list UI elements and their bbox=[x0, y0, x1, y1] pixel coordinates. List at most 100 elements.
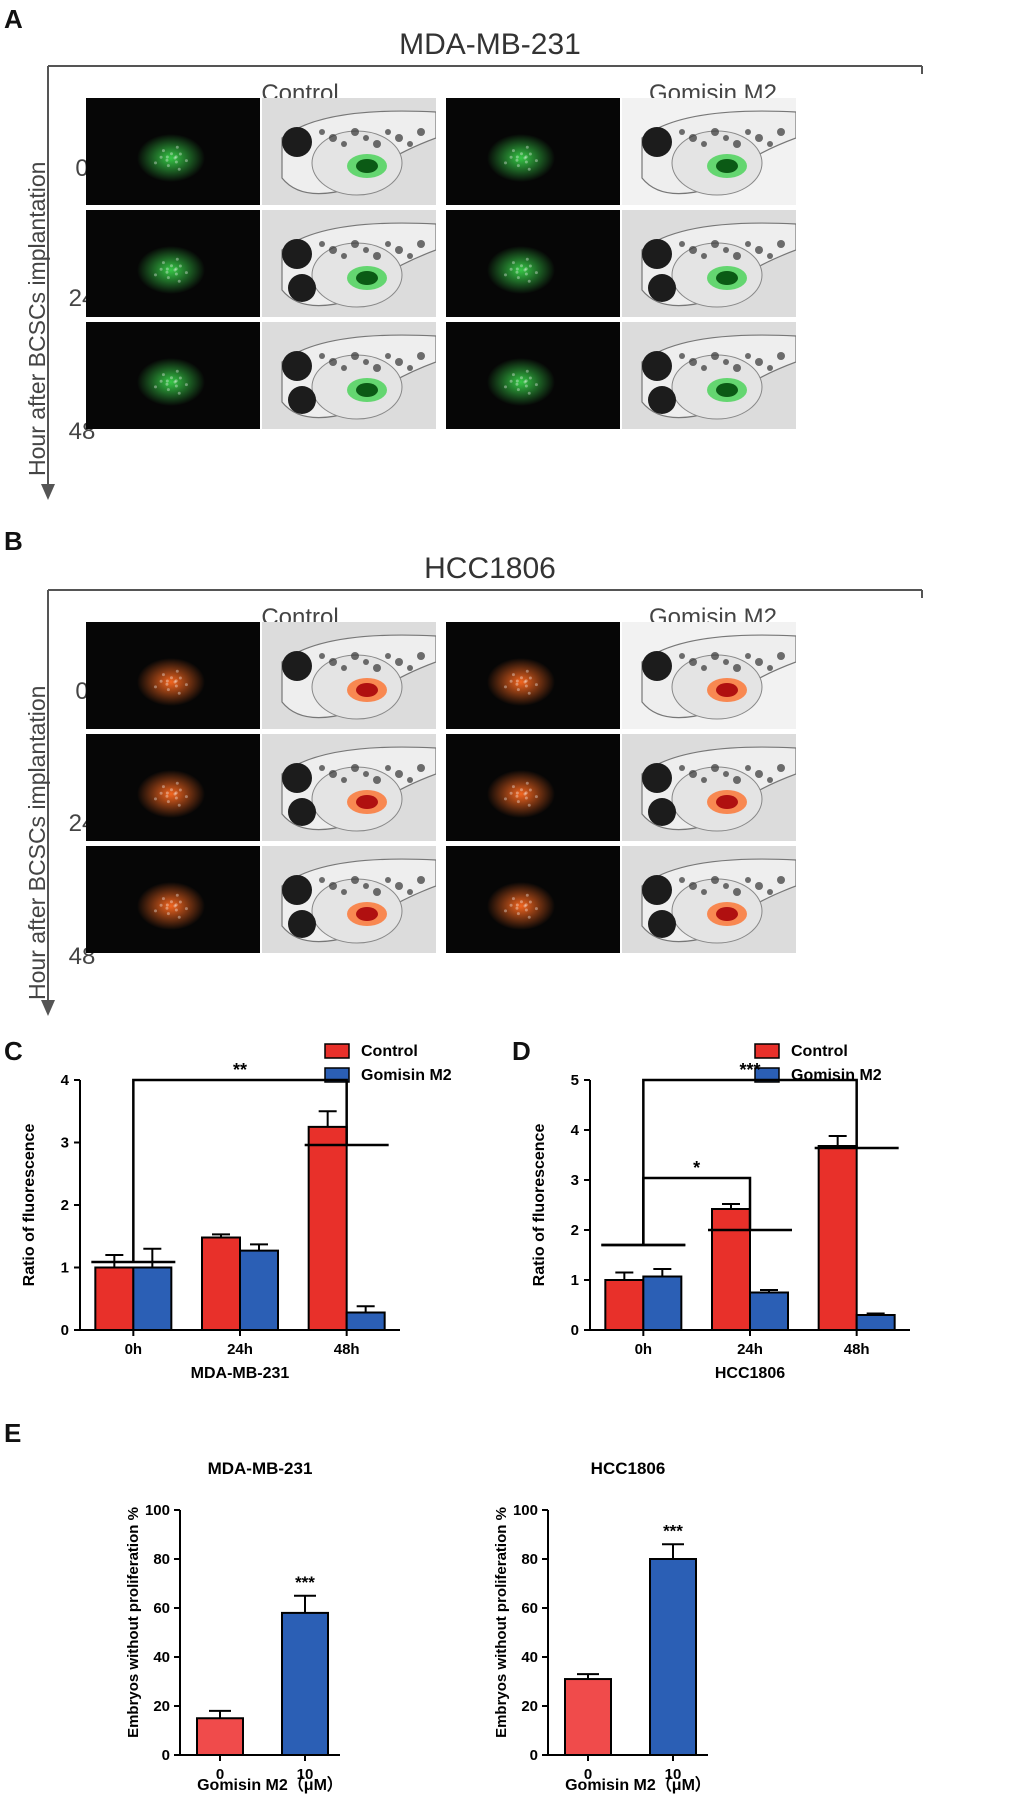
bar-control-0h bbox=[604, 1279, 645, 1331]
bar-control-48h bbox=[307, 1125, 348, 1331]
panel-a-brightfield-image-r2c3 bbox=[622, 322, 796, 429]
chart-d: 0 1 2 3 4 5 Ratio of fluorescence 0h 24h 48h HCC18… bbox=[531, 1043, 910, 1382]
y-tick-label: 1 bbox=[571, 1272, 579, 1289]
bar-control-0h bbox=[94, 1266, 135, 1331]
bar-control-24h bbox=[711, 1208, 751, 1331]
x-tick-label: 48h bbox=[844, 1341, 870, 1358]
x-axis-label: Gomisin M2（μM） bbox=[197, 1776, 343, 1794]
panel-a-fluorescence-image-r2c0 bbox=[86, 322, 260, 429]
y-axis-label: Embryos without proliferation % bbox=[493, 1507, 510, 1738]
panel-b-fluorescence-image-r0c0 bbox=[86, 622, 260, 729]
x-axis-label: MDA-MB-231 bbox=[191, 1365, 290, 1382]
panel-a-brightfield-image-r0c1 bbox=[262, 98, 436, 205]
bar-0 bbox=[196, 1717, 244, 1756]
legend-label: Gomisin M2 bbox=[361, 1067, 452, 1084]
y-tick-label: 60 bbox=[521, 1600, 538, 1617]
panel-b-brightfield-image-r0c1 bbox=[262, 622, 436, 729]
y-tick-label: 0 bbox=[571, 1322, 579, 1339]
bar-gomisin-m2-0h bbox=[642, 1275, 683, 1331]
x-tick-label: 10 bbox=[665, 1766, 682, 1783]
significance-label: *** bbox=[663, 1521, 683, 1540]
panel-a-fluorescence-image-r1c2 bbox=[446, 210, 620, 317]
panel-b-brightfield-image-r0c3 bbox=[622, 622, 796, 729]
legend-label: Control bbox=[361, 1043, 418, 1060]
y-tick-label: 4 bbox=[571, 1122, 580, 1139]
chart-title: HCC1806 bbox=[591, 1459, 666, 1478]
chart-c: 0 1 2 3 4 Ratio of fluorescence 0h 24h 48h MDA-MB… bbox=[21, 1043, 452, 1382]
x-axis-label: HCC1806 bbox=[715, 1365, 785, 1382]
panel-a-brightfield-image-r1c1 bbox=[262, 210, 436, 317]
panel-a-row-0: 0 bbox=[75, 155, 89, 182]
chart-title: MDA-MB-231 bbox=[208, 1459, 313, 1478]
panel-b-brightfield-image-r2c3 bbox=[622, 846, 796, 953]
panel-b-fluorescence-image-r1c2 bbox=[446, 734, 620, 841]
panel-a-fluorescence-image-r2c2 bbox=[446, 322, 620, 429]
bar-control-48h bbox=[817, 1145, 858, 1331]
y-axis-label: Embryos without proliferation % bbox=[125, 1507, 142, 1738]
panel-letter-e: E bbox=[4, 1418, 22, 1448]
panel-letter-c: C bbox=[4, 1036, 23, 1066]
y-tick-label: 20 bbox=[521, 1698, 538, 1715]
y-tick-label: 4 bbox=[61, 1072, 70, 1089]
panel-letter-d: D bbox=[512, 1036, 531, 1066]
panel-b-fluorescence-image-r1c0 bbox=[86, 734, 260, 841]
panel-b-row-0: 0 bbox=[75, 678, 89, 705]
panel-a-fluorescence-image-r0c2 bbox=[446, 98, 620, 205]
panel-a-frame bbox=[41, 65, 923, 500]
x-axis-label: Gomisin M2（μM） bbox=[565, 1776, 711, 1794]
y-tick-label: 40 bbox=[521, 1649, 538, 1666]
y-tick-label: 80 bbox=[521, 1551, 538, 1568]
panel-letter-b: B bbox=[4, 526, 23, 556]
y-tick-label: 3 bbox=[61, 1135, 69, 1152]
panel-a-brightfield-image-r2c1 bbox=[262, 322, 436, 429]
y-tick-label: 2 bbox=[61, 1197, 69, 1214]
bar-gomisin-m2-48h bbox=[855, 1314, 896, 1331]
y-tick-label: 100 bbox=[513, 1502, 538, 1519]
x-tick-label: 0h bbox=[125, 1341, 143, 1358]
panel-a-brightfield-image-r1c3 bbox=[622, 210, 796, 317]
y-tick-label: 100 bbox=[145, 1502, 170, 1519]
bar-gomisin-m2-24h bbox=[749, 1291, 789, 1331]
y-tick-label: 60 bbox=[153, 1600, 170, 1617]
legend-swatch bbox=[324, 1067, 350, 1083]
bar-gomisin-m2-48h bbox=[345, 1311, 386, 1331]
panel-b-fluorescence-image-r0c2 bbox=[446, 622, 620, 729]
significance-label: * bbox=[693, 1158, 700, 1178]
panel-b-axis-title: Hour after BCSCs implantation bbox=[24, 685, 50, 1000]
panel-a-fluorescence-image-r1c0 bbox=[86, 210, 260, 317]
y-tick-label: 0 bbox=[162, 1747, 170, 1764]
panel-a-cell-line: MDA-MB-231 bbox=[399, 28, 581, 61]
x-tick-label: 24h bbox=[737, 1341, 763, 1358]
y-tick-label: 80 bbox=[153, 1551, 170, 1568]
legend-label: Gomisin M2 bbox=[791, 1067, 882, 1084]
bar-gomisin-m2-0h bbox=[132, 1266, 173, 1331]
panel-b-brightfield-image-r1c1 bbox=[262, 734, 436, 841]
y-tick-label: 5 bbox=[571, 1072, 579, 1089]
panel-b-brightfield-image-r2c1 bbox=[262, 846, 436, 953]
y-tick-label: 2 bbox=[571, 1222, 579, 1239]
legend-label: Control bbox=[791, 1043, 848, 1060]
x-tick-label: 10 bbox=[297, 1766, 314, 1783]
panel-b-fluorescence-image-r2c2 bbox=[446, 846, 620, 953]
bar-10 bbox=[649, 1558, 697, 1756]
y-tick-label: 3 bbox=[571, 1172, 579, 1189]
y-tick-label: 20 bbox=[153, 1698, 170, 1715]
legend-swatch bbox=[754, 1067, 780, 1083]
panel-b-frame bbox=[41, 589, 923, 1016]
panel-b-cell-line: HCC1806 bbox=[424, 552, 556, 585]
bar-0 bbox=[564, 1678, 612, 1756]
y-axis-label: Ratio of fluorescence bbox=[21, 1124, 38, 1287]
x-tick-label: 48h bbox=[334, 1341, 360, 1358]
y-tick-label: 40 bbox=[153, 1649, 170, 1666]
significance-label: ** bbox=[233, 1060, 247, 1080]
panel-letter-a: A bbox=[4, 4, 23, 34]
panel-b-fluorescence-image-r2c0 bbox=[86, 846, 260, 953]
panel-a-fluorescence-image-r0c0 bbox=[86, 98, 260, 205]
x-tick-label: 0h bbox=[635, 1341, 653, 1358]
y-tick-label: 1 bbox=[61, 1260, 69, 1277]
y-tick-label: 0 bbox=[530, 1747, 538, 1764]
panel-a-axis-title: Hour after BCSCs implantation bbox=[24, 161, 50, 476]
bar-gomisin-m2-24h bbox=[239, 1249, 279, 1331]
panel-b-brightfield-image-r1c3 bbox=[622, 734, 796, 841]
